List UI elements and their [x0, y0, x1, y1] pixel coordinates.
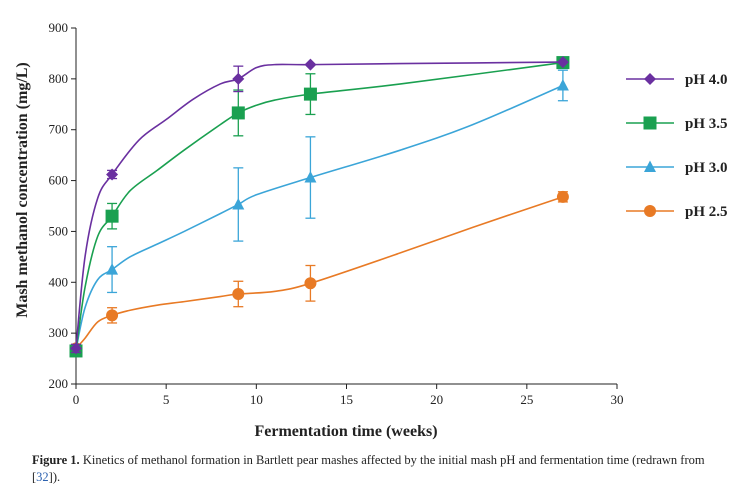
legend: pH 4.0 pH 3.5 pH 3.0 pH 2.5 — [626, 72, 728, 220]
x-tick-label: 20 — [430, 392, 443, 407]
y-tick-label: 900 — [49, 20, 69, 35]
series-square — [69, 56, 570, 358]
data-point-square — [231, 106, 245, 120]
legend-label-diamond: pH 4.0 — [685, 72, 728, 88]
data-point-diamond — [106, 168, 119, 181]
data-point-square — [105, 209, 119, 223]
x-tick-label: 0 — [73, 392, 80, 407]
legend-label-circle: pH 2.5 — [685, 204, 728, 220]
data-point-triangle — [232, 197, 245, 210]
legend-marker-square — [643, 116, 657, 130]
legend-marker-diamond — [644, 73, 656, 85]
data-point-circle — [304, 277, 317, 290]
legend-label-square: pH 3.5 — [685, 116, 728, 132]
x-tick-label: 5 — [163, 392, 170, 407]
x-tick-label: 15 — [340, 392, 353, 407]
legend-marker-circle — [644, 205, 656, 217]
data-point-circle — [106, 309, 119, 322]
line-chart: Mash methanol concentration (mg/L) Ferme… — [14, 20, 728, 440]
series-triangle — [70, 69, 569, 355]
data-point-circle — [232, 287, 245, 300]
series-diamond — [70, 56, 569, 355]
caption-reference-link[interactable]: 32 — [36, 470, 49, 484]
series-line-circle — [75, 196, 564, 349]
caption-label: Figure 1. — [32, 453, 80, 467]
x-tick-label: 25 — [520, 392, 533, 407]
legend-label-triangle: pH 3.0 — [685, 160, 728, 176]
series-circle — [70, 190, 569, 355]
y-tick-label: 200 — [49, 376, 69, 391]
y-tick-label: 600 — [49, 173, 69, 188]
data-point-triangle — [106, 263, 119, 275]
series-line-square — [75, 61, 564, 352]
x-tick-label: 10 — [250, 392, 263, 407]
data-point-square — [303, 87, 317, 101]
data-point-diamond — [556, 56, 569, 69]
data-point-triangle — [304, 171, 317, 183]
caption-text: Kinetics of methanol formation in Bartle… — [32, 453, 705, 484]
legend-marker-triangle — [644, 160, 656, 172]
y-tick-label: 500 — [49, 223, 69, 238]
series-line-diamond — [75, 61, 563, 349]
figure-caption: Figure 1. Kinetics of methanol formation… — [32, 452, 732, 486]
x-axis-label: Fermentation time (weeks) — [254, 423, 437, 440]
data-point-diamond — [304, 58, 317, 71]
caption-text-end: ]). — [48, 470, 61, 484]
data-point-diamond — [70, 342, 82, 355]
x-tick-label: 30 — [611, 392, 624, 407]
data-point-diamond — [232, 72, 245, 85]
data-point-circle — [556, 190, 569, 203]
data-point-triangle — [556, 78, 569, 91]
y-axis-label: Mash methanol concentration (mg/L) — [14, 62, 31, 318]
series-line-triangle — [75, 84, 564, 350]
y-tick-label: 300 — [49, 325, 69, 340]
y-tick-label: 400 — [49, 274, 69, 289]
y-tick-label: 800 — [49, 71, 69, 86]
y-tick-label: 700 — [49, 122, 69, 137]
